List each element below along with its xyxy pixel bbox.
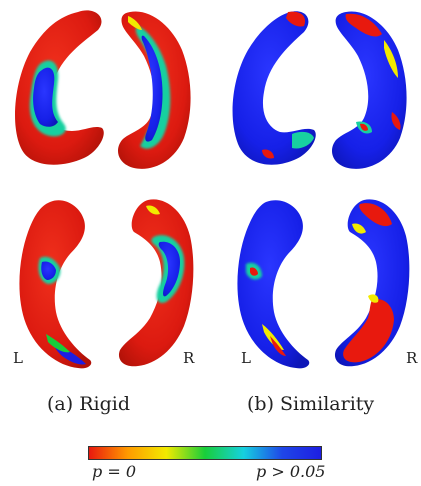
- rigid-top-left-shape: [15, 10, 104, 165]
- right-label-similarity: R: [406, 349, 418, 367]
- similarity-bottom-left-shape: [237, 200, 310, 369]
- caption-similarity: (b) Similarity: [247, 393, 375, 415]
- colorbar-min-label: p = 0: [92, 462, 136, 481]
- rigid-top-right-shape: [118, 11, 191, 169]
- similarity-top-right-shape: [332, 11, 407, 169]
- similarity-bottom-right-shape: [334, 199, 410, 367]
- rigid-bottom-left-shape: [19, 200, 92, 369]
- colorbar: [88, 446, 322, 460]
- colorbar-max-label: p > 0.05: [256, 462, 326, 481]
- right-label-rigid: R: [183, 349, 195, 367]
- caption-rigid: (a) Rigid: [47, 393, 130, 415]
- left-label-similarity: L: [241, 349, 251, 367]
- left-label-rigid: L: [13, 349, 23, 367]
- rigid-bottom-right-shape: [118, 199, 194, 367]
- similarity-top-left-shape: [232, 11, 316, 165]
